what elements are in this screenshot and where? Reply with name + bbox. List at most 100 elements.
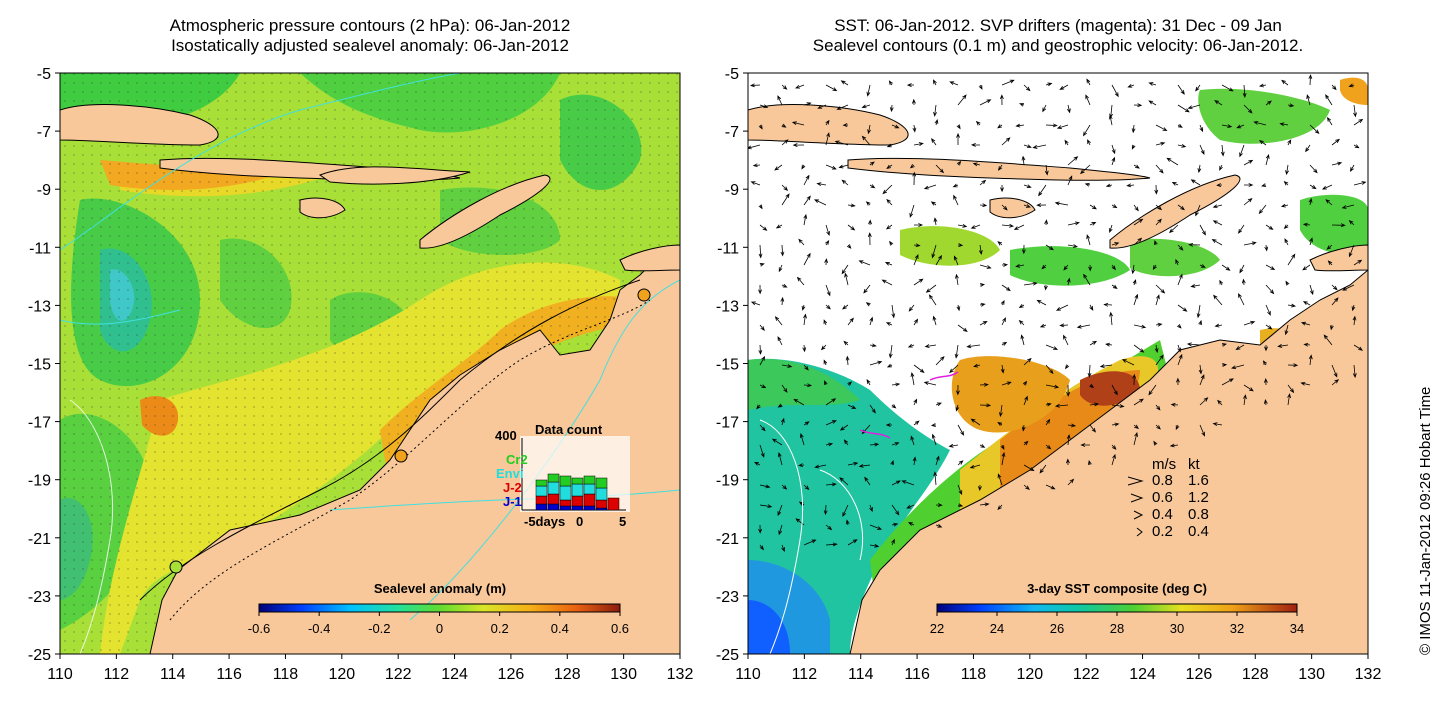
left-xtick-label: 118	[273, 666, 299, 683]
velocity-arrow	[814, 464, 827, 469]
velocity-arrow	[957, 223, 968, 228]
velocity-arrow	[1001, 284, 1011, 292]
velocity-arrow	[979, 382, 989, 387]
velocity-arrow	[932, 79, 937, 86]
velocity-arrow	[1306, 94, 1311, 106]
velocity-arrow	[949, 364, 959, 374]
velocity-arrow	[825, 284, 831, 297]
velocity-arrow	[863, 284, 871, 294]
velocity-arrow	[1001, 381, 1012, 386]
velocity-arrow	[1302, 264, 1311, 271]
velocity-arrow	[910, 372, 915, 386]
left-ytick-label: -25	[28, 647, 51, 664]
velocity-arrow	[935, 254, 942, 266]
velocity-arrow	[1265, 324, 1273, 330]
velocity-arrow	[885, 423, 893, 427]
left-sealevel-map	[60, 73, 680, 654]
velocity-arrow	[1348, 83, 1355, 88]
velocity-arrow	[1277, 344, 1289, 348]
velocity-arrow	[1253, 120, 1267, 126]
velocity-arrow	[771, 438, 783, 446]
velocity-arrow	[1199, 124, 1204, 133]
data-count-bar	[583, 505, 596, 511]
right-title-line2: Sealevel contours (0.1 m) and geostrophi…	[812, 36, 1304, 55]
left-cb-tick-label: -0.6	[248, 621, 270, 636]
velocity-arrow	[844, 272, 849, 286]
velocity-arrow	[881, 279, 893, 286]
velocity-arrow	[778, 524, 783, 536]
velocity-arrow	[1045, 384, 1060, 389]
velocity-arrow	[869, 524, 883, 530]
velocity-arrow	[957, 424, 965, 436]
velocity-arrow	[842, 504, 849, 518]
velocity-arrow	[1023, 144, 1032, 149]
velocity-arrow	[869, 504, 873, 513]
data-count-bar	[607, 497, 620, 511]
velocity-arrow	[935, 503, 943, 508]
velocity-arrow	[931, 433, 937, 446]
velocity-arrow	[1331, 297, 1339, 306]
velocity-arrow	[758, 124, 763, 130]
velocity-arrow	[1089, 222, 1097, 226]
velocity-arrow	[867, 124, 871, 135]
velocity-arrow	[861, 104, 871, 109]
left-ytick-label: -13	[28, 298, 51, 315]
velocity-arrow	[1155, 322, 1163, 327]
velocity-arrow	[758, 204, 763, 210]
velocity-arrow	[1089, 204, 1097, 210]
velocity-arrow	[912, 456, 917, 466]
velocity-arrow	[957, 484, 963, 496]
velocity-arrow	[759, 444, 765, 458]
velocity-arrow	[1287, 363, 1299, 368]
velocity-arrow	[847, 461, 859, 466]
svg-text:© IMOS 11-Jan-2012 09:26 Hobar: © IMOS 11-Jan-2012 09:26 Hobart Time	[1417, 387, 1434, 655]
velocity-arrow	[847, 539, 858, 546]
velocity-arrow	[891, 538, 895, 546]
velocity-arrow	[750, 181, 761, 186]
left-ytick-label: -7	[37, 124, 51, 141]
velocity-arrow	[931, 244, 937, 259]
velocity-arrow	[1265, 100, 1272, 106]
data-count-bar	[559, 505, 572, 511]
velocity-arrow	[932, 315, 937, 326]
velocity-arrow	[909, 204, 915, 218]
velocity-arrow	[888, 344, 893, 359]
data-count-bar	[595, 507, 608, 511]
sat-label-j1: J-1	[503, 494, 522, 509]
velocity-arrow	[1111, 156, 1116, 166]
velocity-arrow	[998, 404, 1003, 418]
velocity-arrow	[825, 542, 838, 547]
velocity-arrow	[1195, 84, 1201, 92]
velocity-arrow	[1213, 294, 1223, 306]
velocity-arrow	[1045, 123, 1058, 128]
left-cb-tick-label: 0.2	[491, 621, 509, 636]
velocity-arrow	[1066, 384, 1071, 397]
velocity-arrow	[759, 224, 768, 231]
velocity-arrow	[1089, 340, 1098, 346]
data-count-bar	[571, 505, 584, 511]
velocity-arrow	[1086, 78, 1091, 86]
velocity-arrow	[798, 238, 805, 246]
velocity-arrow	[1309, 124, 1320, 134]
velocity-arrow	[1243, 104, 1253, 114]
velocity-arrow	[758, 244, 763, 259]
data-count-bar	[595, 487, 608, 501]
velocity-arrow	[1264, 244, 1269, 252]
velocity-arrow	[1126, 183, 1135, 188]
velocity-arrow	[777, 95, 783, 106]
velocity-arrow	[913, 254, 919, 266]
velocity-arrow	[1280, 203, 1289, 208]
velocity-arrow	[803, 313, 807, 326]
velocity-arrow	[1177, 353, 1183, 366]
left-ytick-label: -15	[28, 357, 51, 374]
velocity-arrow	[1263, 399, 1268, 406]
velocity-arrow	[842, 304, 849, 310]
velocity-arrow	[781, 484, 788, 490]
velocity-arrow	[1287, 253, 1296, 266]
velocity-arrow	[1105, 342, 1113, 347]
velocity-arrow	[924, 344, 937, 348]
velocity-arrow	[1331, 284, 1338, 291]
velocity-arrow	[1066, 458, 1070, 466]
sat-label-cr2: Cr2	[506, 452, 528, 467]
